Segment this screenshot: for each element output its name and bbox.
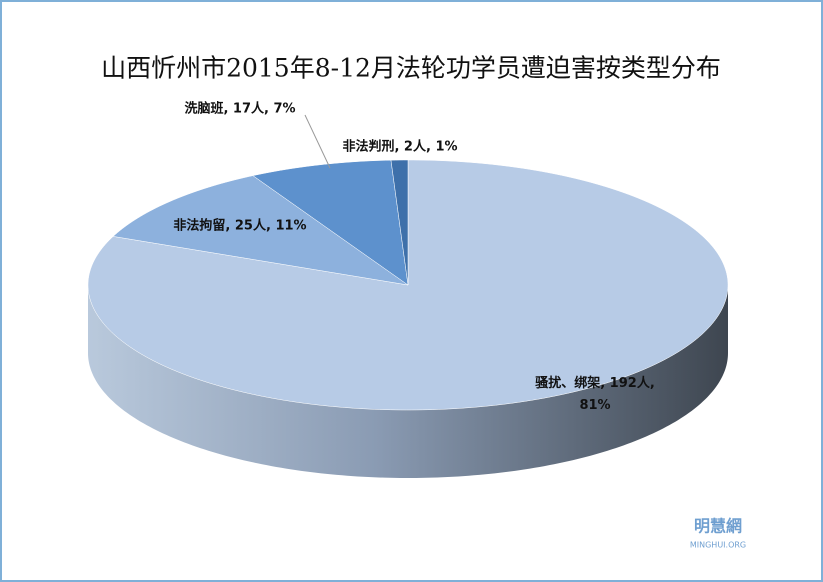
chart-title: 山西忻州市2015年8-12月法轮功学员遭迫害按类型分布 — [101, 54, 721, 83]
data-label: 非法拘留, 25人, 11% — [173, 218, 306, 234]
pie-slice — [390, 159, 409, 286]
watermark-site: MINGHUI.ORG — [690, 541, 746, 550]
data-label: 骚扰、绑架, 192人, 81% — [535, 375, 655, 413]
pie-slice — [252, 159, 409, 286]
pie-slice — [112, 175, 409, 286]
data-label: 洗脑班, 17人, 7% — [184, 101, 295, 117]
pie-wall — [88, 285, 728, 478]
watermark: 明慧網 — [694, 517, 742, 536]
leader-line — [304, 114, 331, 169]
pie-slice — [87, 159, 729, 411]
data-label: 非法判刑, 2人, 1% — [342, 139, 457, 155]
